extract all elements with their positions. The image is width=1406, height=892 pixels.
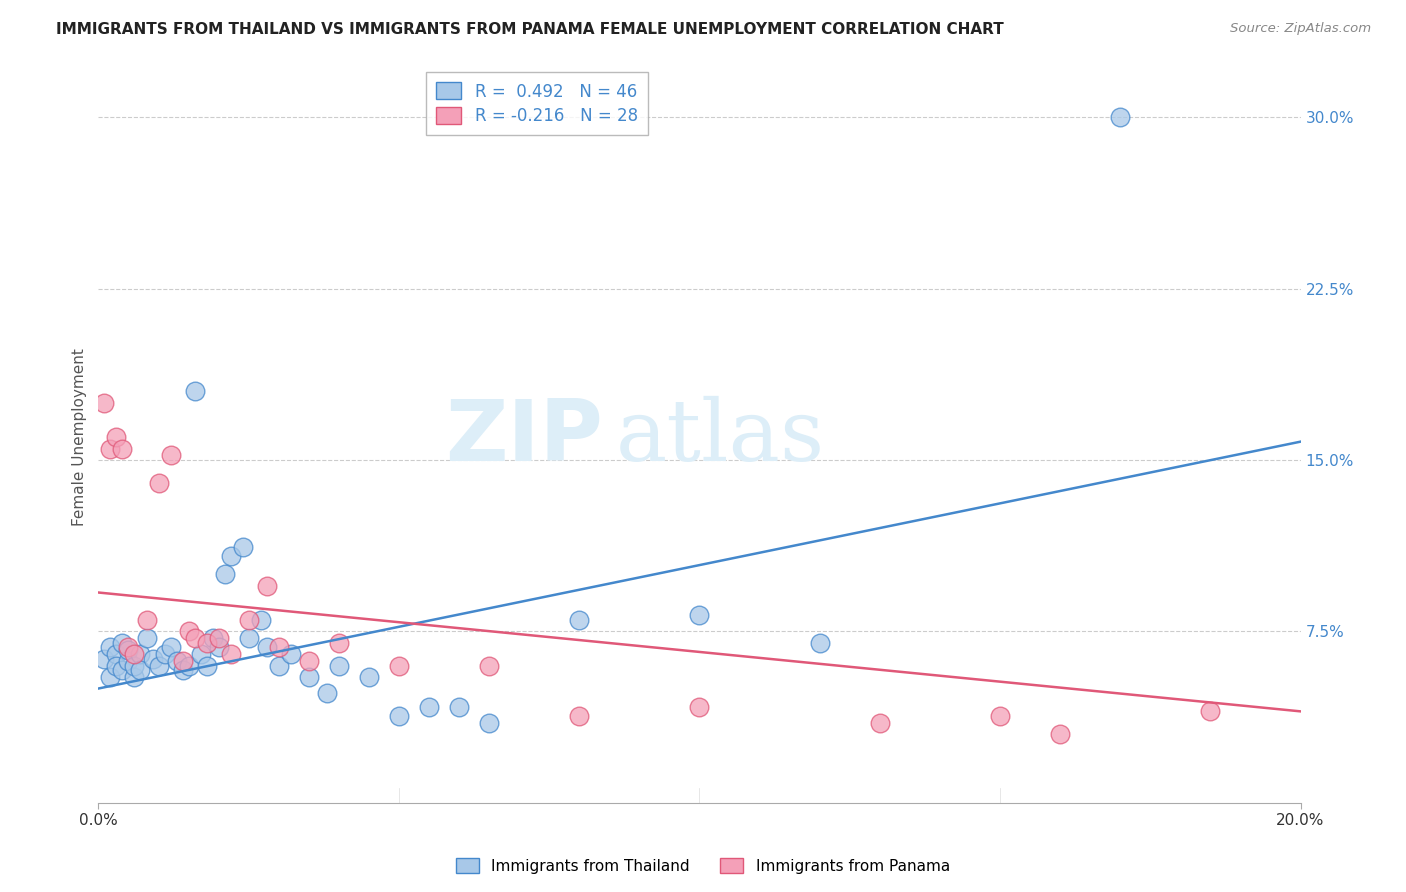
- Point: [105, 647, 128, 661]
- Point: [100, 670, 122, 684]
- Point: [135, 613, 157, 627]
- Text: IMMIGRANTS FROM THAILAND VS IMMIGRANTS FROM PANAMA FEMALE UNEMPLOYMENT CORRELATI: IMMIGRANTS FROM THAILAND VS IMMIGRANTS F…: [56, 22, 1004, 37]
- Point: [159, 640, 181, 655]
- Point: [111, 442, 134, 456]
- Point: [195, 636, 218, 650]
- Point: [195, 658, 218, 673]
- Point: [208, 640, 231, 655]
- Point: [172, 663, 194, 677]
- Point: [568, 709, 591, 723]
- Point: [280, 647, 302, 661]
- Point: [135, 632, 157, 646]
- Point: [148, 475, 170, 490]
- Point: [256, 640, 278, 655]
- Point: [190, 647, 212, 661]
- Point: [105, 430, 128, 444]
- Text: Source: ZipAtlas.com: Source: ZipAtlas.com: [1230, 22, 1371, 36]
- Point: [478, 658, 501, 673]
- Point: [201, 632, 224, 646]
- Point: [568, 613, 591, 627]
- Point: [124, 670, 146, 684]
- Point: [111, 636, 134, 650]
- Point: [153, 647, 176, 661]
- Point: [328, 636, 350, 650]
- Point: [214, 567, 236, 582]
- Point: [117, 642, 139, 657]
- Point: [267, 640, 290, 655]
- Point: [447, 699, 470, 714]
- Point: [388, 709, 411, 723]
- Point: [298, 654, 321, 668]
- Point: [93, 652, 115, 666]
- Point: [478, 715, 501, 730]
- Point: [357, 670, 380, 684]
- Point: [100, 640, 122, 655]
- Point: [328, 658, 350, 673]
- Point: [117, 654, 139, 668]
- Point: [689, 608, 711, 623]
- Point: [117, 640, 139, 655]
- Point: [93, 396, 115, 410]
- Point: [219, 549, 242, 563]
- Point: [256, 579, 278, 593]
- Point: [124, 647, 146, 661]
- Y-axis label: Female Unemployment: Female Unemployment: [72, 348, 87, 526]
- Point: [111, 663, 134, 677]
- Point: [183, 384, 205, 399]
- Point: [249, 613, 271, 627]
- Point: [267, 658, 290, 673]
- Point: [418, 699, 440, 714]
- Point: [388, 658, 411, 673]
- Text: ZIP: ZIP: [446, 395, 603, 479]
- Point: [298, 670, 321, 684]
- Point: [219, 647, 242, 661]
- Text: atlas: atlas: [616, 395, 824, 479]
- Point: [238, 632, 260, 646]
- Point: [129, 647, 152, 661]
- Point: [129, 663, 152, 677]
- Point: [105, 658, 128, 673]
- Point: [177, 624, 200, 639]
- Point: [159, 449, 181, 463]
- Point: [148, 658, 170, 673]
- Point: [238, 613, 260, 627]
- Point: [100, 442, 122, 456]
- Point: [208, 632, 231, 646]
- Legend: Immigrants from Thailand, Immigrants from Panama: Immigrants from Thailand, Immigrants fro…: [450, 852, 956, 880]
- Point: [988, 709, 1011, 723]
- Point: [232, 540, 254, 554]
- Point: [1049, 727, 1071, 741]
- Point: [172, 654, 194, 668]
- Point: [124, 658, 146, 673]
- Point: [689, 699, 711, 714]
- Point: [177, 658, 200, 673]
- Point: [141, 652, 163, 666]
- Point: [1109, 110, 1132, 124]
- Legend: R =  0.492   N = 46, R = -0.216   N = 28: R = 0.492 N = 46, R = -0.216 N = 28: [426, 72, 648, 136]
- Point: [1199, 705, 1222, 719]
- Point: [183, 632, 205, 646]
- Point: [166, 654, 188, 668]
- Point: [869, 715, 891, 730]
- Point: [808, 636, 831, 650]
- Point: [315, 686, 337, 700]
